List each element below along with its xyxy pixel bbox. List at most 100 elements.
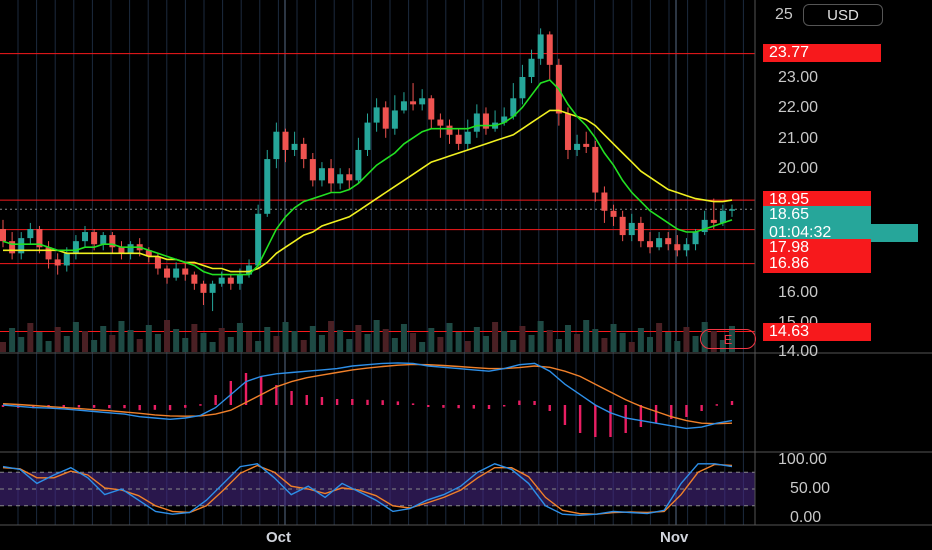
volume-bar <box>601 338 608 352</box>
macd-histogram-bar <box>335 399 339 405</box>
volume-bar <box>419 342 426 352</box>
macd-histogram-bar <box>229 381 233 405</box>
volume-bar <box>136 339 143 352</box>
candle-body <box>519 77 526 99</box>
macd-histogram-bar <box>472 405 476 409</box>
candle-body <box>537 34 544 59</box>
volume-bar <box>100 326 107 352</box>
volume-bar <box>382 329 389 352</box>
chart-grid <box>17 0 744 525</box>
candle-body <box>346 174 353 181</box>
volume-bar <box>619 333 626 352</box>
candle-body <box>683 244 690 251</box>
candle-body <box>100 235 107 245</box>
price-axis-tick: 25 <box>775 6 793 23</box>
macd-histogram-bar <box>518 400 521 405</box>
price-axis-tick: 14.00 <box>778 343 819 360</box>
currency-selector-button[interactable]: USD <box>803 4 883 26</box>
price-tag-last: 18.65 <box>763 206 871 224</box>
macd-histogram-bar <box>442 405 445 408</box>
volume-bar <box>674 341 681 352</box>
ema-fast-line <box>2 79 733 276</box>
candle-body <box>665 238 672 245</box>
macd-histogram-bar <box>168 405 172 411</box>
volume-bar <box>628 342 635 352</box>
volume-bar <box>729 326 735 352</box>
price-level-lines <box>0 53 755 332</box>
time-axis-label: Oct <box>266 529 292 546</box>
candle-body <box>619 216 626 236</box>
volume-bar <box>273 336 280 352</box>
macd-histogram-bar <box>563 405 567 425</box>
candle-body <box>209 283 216 293</box>
volume-bar <box>200 333 207 352</box>
stoch-axis-tick: 50.00 <box>790 480 831 497</box>
macd-histogram-bar <box>123 405 126 409</box>
volume-bar <box>519 326 526 352</box>
macd-histogram-bar <box>487 405 491 409</box>
volume-bar <box>145 325 152 352</box>
volume-bar <box>364 334 371 352</box>
candle-body <box>546 34 553 65</box>
candle-body <box>528 58 535 77</box>
volume-bar <box>564 325 571 352</box>
volume-bar <box>182 338 189 352</box>
earnings-badge[interactable]: E <box>700 329 756 349</box>
volume-bar <box>391 338 398 352</box>
candle-body <box>701 219 708 233</box>
candle-body <box>246 265 253 275</box>
stoch-axis-tick: 0.00 <box>790 509 822 526</box>
volume-bar <box>318 335 325 352</box>
candle-body <box>282 131 289 150</box>
candle-body <box>145 250 152 257</box>
volume-bar <box>54 327 61 352</box>
price-tag-level: 17.98 <box>763 239 871 257</box>
candle-body <box>373 107 380 123</box>
candle-body <box>300 143 307 160</box>
macd-histogram-bar <box>184 405 187 408</box>
volume-bar <box>656 323 663 352</box>
price-tag-countdown: 01:04:32 <box>763 224 918 242</box>
candle-body <box>227 277 234 284</box>
candle-body <box>400 101 407 111</box>
macd-histogram-bar <box>654 405 658 423</box>
volume-bar <box>328 321 335 352</box>
candle-body <box>173 268 180 278</box>
candlestick-series <box>0 28 735 312</box>
price-axis-tick: 21.00 <box>778 130 819 147</box>
volume-bar <box>264 327 271 352</box>
macd-histogram-bar <box>1 405 5 407</box>
volume-bar <box>191 324 198 352</box>
candle-body <box>574 143 581 150</box>
macd-histogram-bar <box>275 385 278 405</box>
macd-histogram-bar <box>259 377 263 405</box>
macd-histogram-bar <box>594 405 597 437</box>
macd-histogram-bar <box>214 395 217 405</box>
candle-body <box>309 159 316 181</box>
macd-histogram-bar <box>199 404 202 406</box>
macd-histogram-bar <box>715 404 719 406</box>
macd-line <box>2 362 733 430</box>
macd-histogram-bar <box>639 405 643 427</box>
candle-body <box>54 259 61 266</box>
candle-body <box>91 232 98 245</box>
volume-bar <box>537 321 544 352</box>
candle-body <box>9 241 16 254</box>
macd-histogram-bar <box>305 395 308 405</box>
macd-histogram-bar <box>396 401 400 405</box>
volume-bar <box>209 342 216 352</box>
price-tag-level: 18.95 <box>763 191 871 209</box>
macd-histogram-bar <box>578 405 582 433</box>
volume-bar <box>428 328 435 352</box>
volume-bar <box>300 340 307 352</box>
candle-body <box>646 241 653 248</box>
candle-body <box>182 268 189 275</box>
volume-bar <box>692 336 699 352</box>
candle-body <box>419 98 426 105</box>
volume-bar <box>583 320 590 352</box>
stochastic-pane <box>0 463 755 517</box>
candle-body <box>601 192 608 211</box>
macd-histogram-bar <box>290 391 293 405</box>
macd-histogram-bar <box>32 405 35 409</box>
